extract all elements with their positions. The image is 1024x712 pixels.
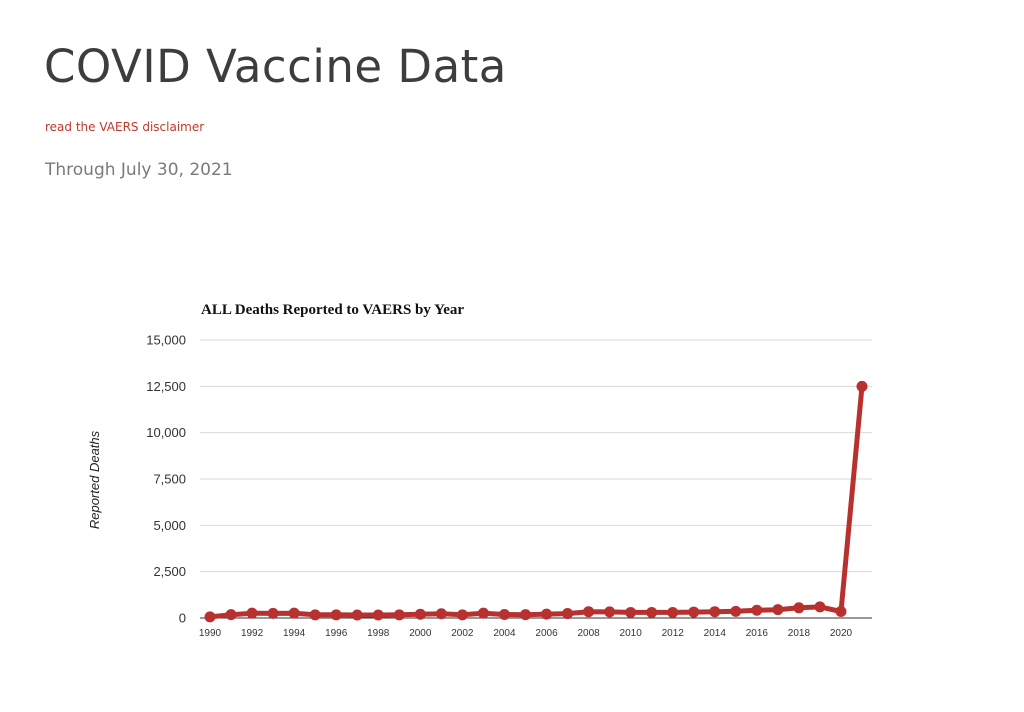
data-point [519,609,531,621]
data-point [204,611,216,623]
series-group [204,380,868,623]
data-point [793,602,805,614]
data-point [498,608,510,620]
vaers-disclaimer-link[interactable]: read the VAERS disclaimer [45,120,205,134]
x-tick-label: 1996 [325,628,348,639]
data-point [330,609,342,621]
x-axis-ticks: 1990 1992 1994 1996 1998 2000 2002 2004 2006 2008… [199,628,853,639]
data-point [435,608,447,620]
x-tick-label: 2010 [620,628,643,639]
data-point [688,606,700,618]
x-tick-label: 1990 [199,628,222,639]
data-point [456,609,468,621]
chart-title: ALL Deaths Reported to VAERS by Year [201,302,464,318]
data-point [288,607,300,619]
y-tick-label: 2,500 [153,564,186,579]
x-tick-label: 2002 [451,628,474,639]
y-tick-label: 10,000 [146,425,186,440]
y-tick-label: 7,500 [153,472,186,487]
y-axis-label: Reported Deaths [87,430,102,529]
x-tick-label: 2008 [577,628,600,639]
data-point [393,609,405,621]
x-tick-label: 2004 [493,628,516,639]
x-tick-label: 2018 [788,628,811,639]
y-tick-label: 15,000 [146,333,186,348]
data-point [372,609,384,621]
y-tick-label: 12,500 [146,379,186,394]
data-point [709,606,721,618]
data-point [856,380,868,392]
data-point [583,606,595,618]
data-point [751,604,763,616]
data-point [562,608,574,620]
series-line [207,383,865,620]
x-tick-label: 1994 [283,628,306,639]
data-point [835,606,847,618]
x-tick-label: 2020 [830,628,853,639]
data-point [646,606,658,618]
x-tick-label: 1998 [367,628,390,639]
data-point [541,608,553,620]
page-title: COVID Vaccine Data [44,40,507,93]
data-point [814,601,826,613]
data-point [667,606,679,618]
data-point [625,606,637,618]
data-point [225,609,237,621]
data-point [730,605,742,617]
x-tick-label: 1992 [241,628,264,639]
data-point [414,608,426,620]
x-tick-label: 2014 [704,628,727,639]
x-tick-label: 2016 [746,628,769,639]
data-point [351,609,363,621]
data-point [246,607,258,619]
x-tick-label: 2006 [535,628,558,639]
x-tick-label: 2000 [409,628,432,639]
data-point [477,607,489,619]
y-tick-label: 0 [179,611,186,626]
data-point [267,607,279,619]
data-point [604,606,616,618]
y-tick-label: 5,000 [153,518,186,533]
date-note: Through July 30, 2021 [45,160,233,180]
gridlines [200,339,872,619]
data-point [309,609,321,621]
data-point [772,604,784,616]
y-axis-ticks: 0 2,500 5,000 7,500 10,000 12,500 15,000 [146,333,186,626]
x-tick-label: 2012 [662,628,685,639]
